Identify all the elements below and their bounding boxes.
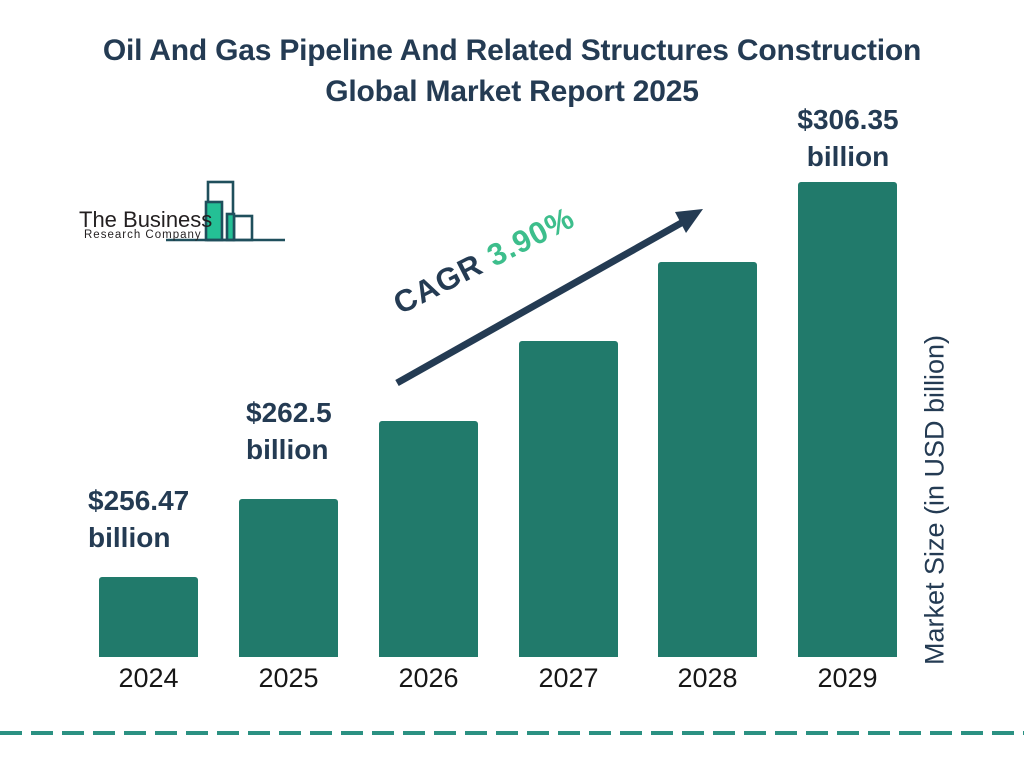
- bar-2024: [99, 577, 198, 657]
- y-axis-label: Market Size (in USD billion): [919, 334, 950, 666]
- value-label-2025: $262.5 billion: [246, 394, 332, 468]
- page-title-line1: Oil And Gas Pipeline And Related Structu…: [102, 34, 922, 67]
- value-label-unit: billion: [246, 434, 329, 465]
- bar-2028: [658, 262, 757, 657]
- x-axis-tick-2025: 2025: [258, 663, 319, 693]
- value-label-2024: $256.47 billion: [88, 482, 189, 556]
- x-axis-tick-2029: 2029: [817, 663, 878, 693]
- x-axis-tick-2027: 2027: [538, 663, 599, 693]
- value-label-unit: billion: [806, 141, 890, 172]
- cagr-value: 3.90%: [481, 199, 581, 274]
- cagr-label: CAGR: [387, 246, 489, 322]
- bar-2025: [239, 499, 338, 657]
- logo-graphic: The Business Research Company: [79, 180, 285, 242]
- logo-text-line1: The Business: [79, 207, 212, 232]
- bar-2026: [379, 421, 478, 657]
- value-label-2029: $306.35 billion: [780, 101, 916, 175]
- x-axis-tick-2028: 2028: [677, 663, 738, 693]
- value-label-amount: $306.35: [797, 104, 899, 135]
- page-title: Oil And Gas Pipeline And Related Structu…: [0, 30, 1024, 112]
- logo-text-line2: Research Company: [84, 229, 202, 241]
- bar-2029: [798, 182, 897, 657]
- x-axis-tick-2024: 2024: [118, 663, 179, 693]
- logo-bars-icon: [166, 180, 285, 242]
- bar-2027: [519, 341, 618, 657]
- value-label-amount: $262.5: [246, 397, 332, 428]
- company-logo: The Business Research Company: [73, 174, 295, 248]
- cagr-annotation: CAGR3.90%: [388, 200, 581, 322]
- value-label-unit: billion: [88, 522, 171, 553]
- value-label-amount: $256.47: [88, 485, 190, 516]
- x-axis-tick-2026: 2026: [398, 663, 459, 693]
- page-title-line2: Global Market Report 2025: [325, 75, 699, 108]
